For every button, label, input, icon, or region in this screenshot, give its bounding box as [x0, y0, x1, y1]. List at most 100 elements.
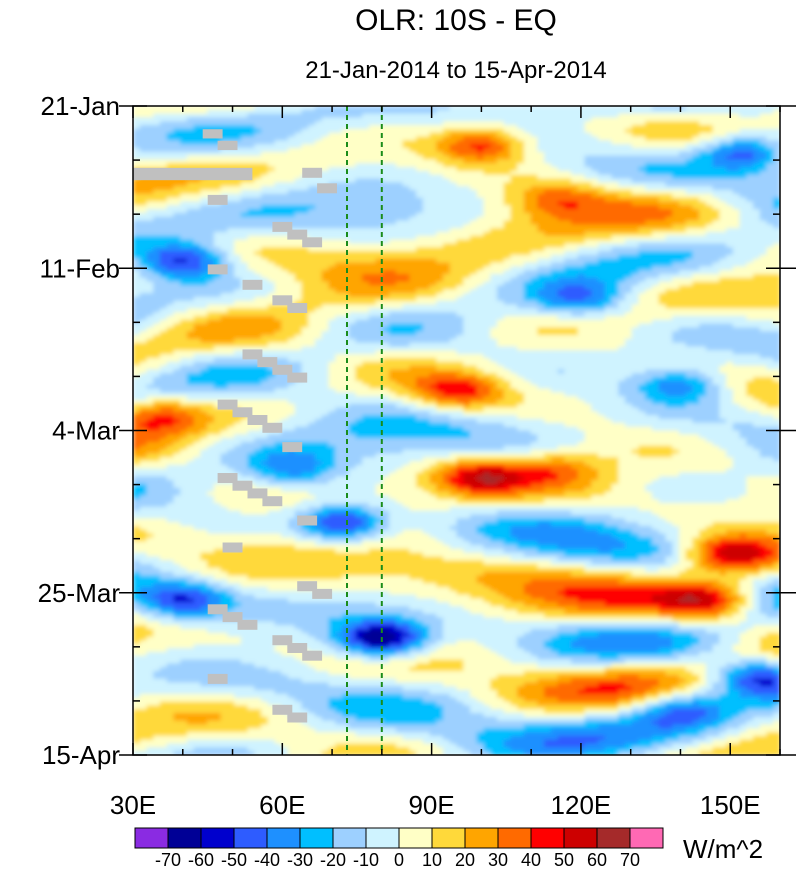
field-cell [362, 144, 370, 149]
field-cell [362, 189, 370, 195]
field-cell [308, 277, 316, 283]
field-cell [759, 151, 768, 157]
field-cell [591, 212, 599, 218]
field-cell [321, 231, 330, 237]
field-cell [564, 136, 572, 141]
field-cell [261, 121, 269, 126]
field-cell [375, 117, 383, 122]
field-cell [753, 109, 761, 115]
field-cell [422, 273, 431, 279]
field-cell [651, 147, 660, 153]
field-cell [355, 293, 363, 298]
field-cell [631, 258, 640, 264]
field-cell [227, 266, 235, 271]
field-cell [645, 300, 653, 306]
field-cell [294, 113, 303, 119]
field-cell [699, 132, 707, 138]
field-cell [389, 155, 397, 161]
field-cell [362, 117, 370, 122]
field-cell [234, 296, 242, 302]
field-cell [234, 121, 242, 126]
field-cell [469, 140, 478, 145]
field-cell [247, 186, 255, 191]
field-cell [153, 109, 161, 115]
field-cell [692, 106, 700, 111]
field-cell [368, 235, 377, 241]
field-cell [726, 231, 734, 237]
field-cell [436, 193, 444, 199]
field-cell [314, 147, 323, 153]
field-cell [389, 266, 397, 271]
field-cell [133, 144, 141, 149]
field-cell [557, 300, 565, 306]
field-cell [692, 147, 700, 153]
field-cell [159, 205, 168, 210]
field-cell [604, 117, 613, 122]
field-cell [530, 136, 538, 141]
field-cell [759, 281, 768, 287]
field-cell [200, 216, 208, 222]
field-cell [362, 285, 370, 290]
field-cell [395, 147, 404, 153]
field-cell [692, 113, 700, 119]
field-cell [678, 224, 687, 229]
field-cell [483, 254, 491, 260]
field-cell [685, 293, 693, 298]
field-cell [496, 144, 505, 149]
field-cell [726, 235, 734, 241]
field-cell [503, 167, 512, 172]
field-cell [362, 170, 370, 176]
field-cell [247, 266, 255, 271]
field-cell [429, 174, 437, 180]
field-cell [422, 167, 431, 172]
field-cell [726, 270, 734, 275]
field-cell [146, 140, 154, 145]
field-cell [523, 281, 532, 287]
field-cell [611, 289, 619, 294]
field-cell [146, 296, 154, 302]
field-cell [355, 178, 363, 183]
field-cell [328, 178, 336, 183]
field-cell [598, 174, 606, 180]
field-cell [577, 281, 586, 287]
field-cell [705, 239, 714, 245]
field-cell [422, 163, 431, 168]
field-cell [146, 231, 154, 237]
field-cell [645, 197, 653, 203]
field-cell [692, 155, 700, 161]
field-cell [773, 125, 780, 130]
field-cell [308, 231, 316, 237]
field-cell [611, 266, 619, 271]
field-cell [685, 132, 693, 138]
field-cell [409, 296, 417, 302]
field-cell [577, 270, 586, 275]
field-cell [584, 251, 592, 256]
field-cell [550, 159, 559, 164]
field-cell [261, 117, 269, 122]
field-cell [483, 235, 491, 241]
field-cell [382, 189, 390, 195]
field-cell [604, 300, 613, 306]
field-cell [476, 151, 485, 157]
field-cell [402, 178, 410, 183]
field-cell [247, 254, 255, 260]
field-cell [422, 220, 431, 225]
field-cell [557, 239, 565, 245]
field-cell [389, 212, 397, 218]
field-cell [483, 220, 491, 225]
field-cell [712, 239, 720, 245]
field-cell [416, 197, 424, 203]
field-cell [638, 224, 646, 229]
field-cell [153, 228, 161, 233]
field-cell [476, 273, 485, 279]
field-cell [153, 201, 161, 206]
field-cell [564, 247, 572, 252]
field-cell [146, 159, 154, 164]
field-cell [591, 209, 599, 214]
field-cell [193, 140, 201, 145]
field-cell [604, 163, 613, 168]
field-cell [173, 106, 181, 111]
field-cell [705, 182, 714, 187]
field-cell [759, 147, 768, 153]
field-cell [705, 254, 714, 260]
